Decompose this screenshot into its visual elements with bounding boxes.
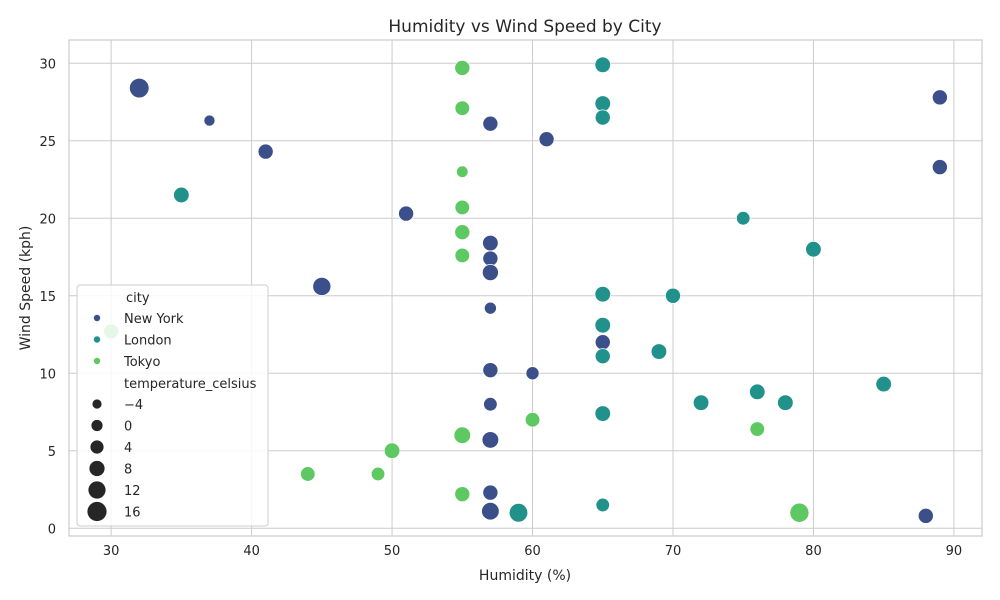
data-point-tokyo xyxy=(370,466,386,482)
data-point-tokyo xyxy=(454,59,471,76)
data-point-new-york xyxy=(482,362,499,379)
x-tick-label: 70 xyxy=(665,544,682,559)
data-point-london xyxy=(594,285,612,303)
legend-size-label: 4 xyxy=(124,441,132,456)
x-tick-label: 60 xyxy=(524,544,541,559)
legend-label-london: London xyxy=(124,334,172,349)
y-tick-label: 5 xyxy=(48,445,56,460)
data-point-london xyxy=(749,383,766,401)
data-point-london xyxy=(173,186,190,204)
y-tick-label: 20 xyxy=(39,212,56,227)
legend-marker-london xyxy=(93,336,101,343)
legend-size-label: 8 xyxy=(124,463,132,478)
legend-size-label: −4 xyxy=(124,398,143,413)
data-point-london xyxy=(594,56,612,74)
data-point-new-york xyxy=(931,89,948,106)
legend-box xyxy=(76,284,269,527)
x-tick-labels: 30 40 50 60 70 80 90 xyxy=(103,544,962,559)
x-axis-label: Humidity (%) xyxy=(479,568,571,584)
x-tick-label: 80 xyxy=(805,544,822,559)
plot-frame xyxy=(68,39,983,537)
data-point-tokyo xyxy=(456,165,469,178)
legend-label-tokyo: Tokyo xyxy=(123,355,160,370)
data-point-tokyo xyxy=(300,466,316,482)
legend-size-marker xyxy=(88,481,106,499)
y-tick-label: 30 xyxy=(39,57,56,72)
data-point-london xyxy=(595,497,611,513)
chart-title: Humidity vs Wind Speed by City xyxy=(388,17,661,37)
y-tick-label: 0 xyxy=(48,522,56,537)
data-point-new-york xyxy=(917,507,934,524)
y-tick-labels: 0 5 10 15 20 25 30 xyxy=(39,57,56,537)
legend-marker-tokyo xyxy=(93,357,101,365)
data-point-london xyxy=(735,210,751,226)
legend-size-title: temperature_celsius xyxy=(124,377,257,392)
legend-size-marker xyxy=(89,460,105,477)
data-point-london xyxy=(875,375,892,393)
legend-label-new-york: New York xyxy=(124,312,184,327)
x-tick-label: 50 xyxy=(384,544,401,559)
data-point-london xyxy=(594,95,612,112)
data-point-new-york xyxy=(398,205,415,222)
data-point-london xyxy=(508,502,529,523)
data-point-london xyxy=(777,394,794,411)
data-point-tokyo xyxy=(454,100,471,116)
x-tick-label: 90 xyxy=(946,544,963,559)
legend-size-marker xyxy=(90,440,104,454)
data-point-new-york xyxy=(483,396,498,412)
data-point-new-york xyxy=(594,334,611,351)
data-point-tokyo xyxy=(454,199,471,216)
y-tick-label: 10 xyxy=(39,367,56,382)
data-point-tokyo xyxy=(383,442,401,459)
data-point-new-york xyxy=(481,431,500,449)
legend-size-marker xyxy=(92,399,102,409)
data-point-tokyo xyxy=(454,486,471,503)
data-point-new-york xyxy=(482,234,499,252)
data-point-new-york xyxy=(128,77,150,99)
data-point-london xyxy=(594,316,612,334)
y-tick-label: 15 xyxy=(39,290,56,305)
data-point-london xyxy=(692,394,710,411)
data-point-new-york xyxy=(481,263,499,281)
data-point-tokyo xyxy=(789,502,810,523)
data-point-new-york xyxy=(257,143,274,160)
x-tick-label: 40 xyxy=(243,544,260,559)
data-point-london xyxy=(650,343,668,360)
data-point-new-york xyxy=(931,159,948,176)
data-point-london xyxy=(594,348,611,365)
data-point-new-york xyxy=(312,276,332,296)
legend-hue-title: city xyxy=(126,291,150,306)
legend-city-items: New York London Tokyo xyxy=(93,312,184,370)
data-point-tokyo xyxy=(453,426,472,444)
data-point-tokyo xyxy=(454,247,471,264)
data-point-new-york xyxy=(481,501,500,521)
y-tick-label: 25 xyxy=(39,135,56,150)
y-axis-label: Wind Speed (kph) xyxy=(18,226,34,351)
data-point-new-york xyxy=(482,250,499,267)
legend-size-marker xyxy=(87,501,107,522)
data-point-new-york xyxy=(203,114,216,127)
data-point-tokyo xyxy=(454,224,471,241)
legend-size-label: 16 xyxy=(124,506,141,521)
data-point-london xyxy=(594,405,612,422)
legend: city New York London Tokyo temperature_cel… xyxy=(76,284,269,527)
legend-size-label: 12 xyxy=(124,484,141,499)
data-point-new-york xyxy=(482,484,499,501)
data-point-tokyo xyxy=(749,421,766,437)
data-point-new-york xyxy=(482,115,499,132)
data-point-tokyo xyxy=(524,411,541,428)
data-point-new-york xyxy=(525,366,540,381)
legend-size-marker xyxy=(91,419,103,432)
data-point-new-york xyxy=(538,131,555,148)
data-point-new-york xyxy=(483,301,497,315)
legend-marker-new-york xyxy=(93,314,101,322)
legend-size-items: −4 0 4 8 12 16 xyxy=(87,398,143,522)
legend-size-label: 0 xyxy=(124,420,132,435)
data-point-london xyxy=(664,287,681,304)
data-point-london xyxy=(594,109,611,126)
data-point-london xyxy=(805,240,822,258)
x-tick-label: 30 xyxy=(103,544,120,559)
